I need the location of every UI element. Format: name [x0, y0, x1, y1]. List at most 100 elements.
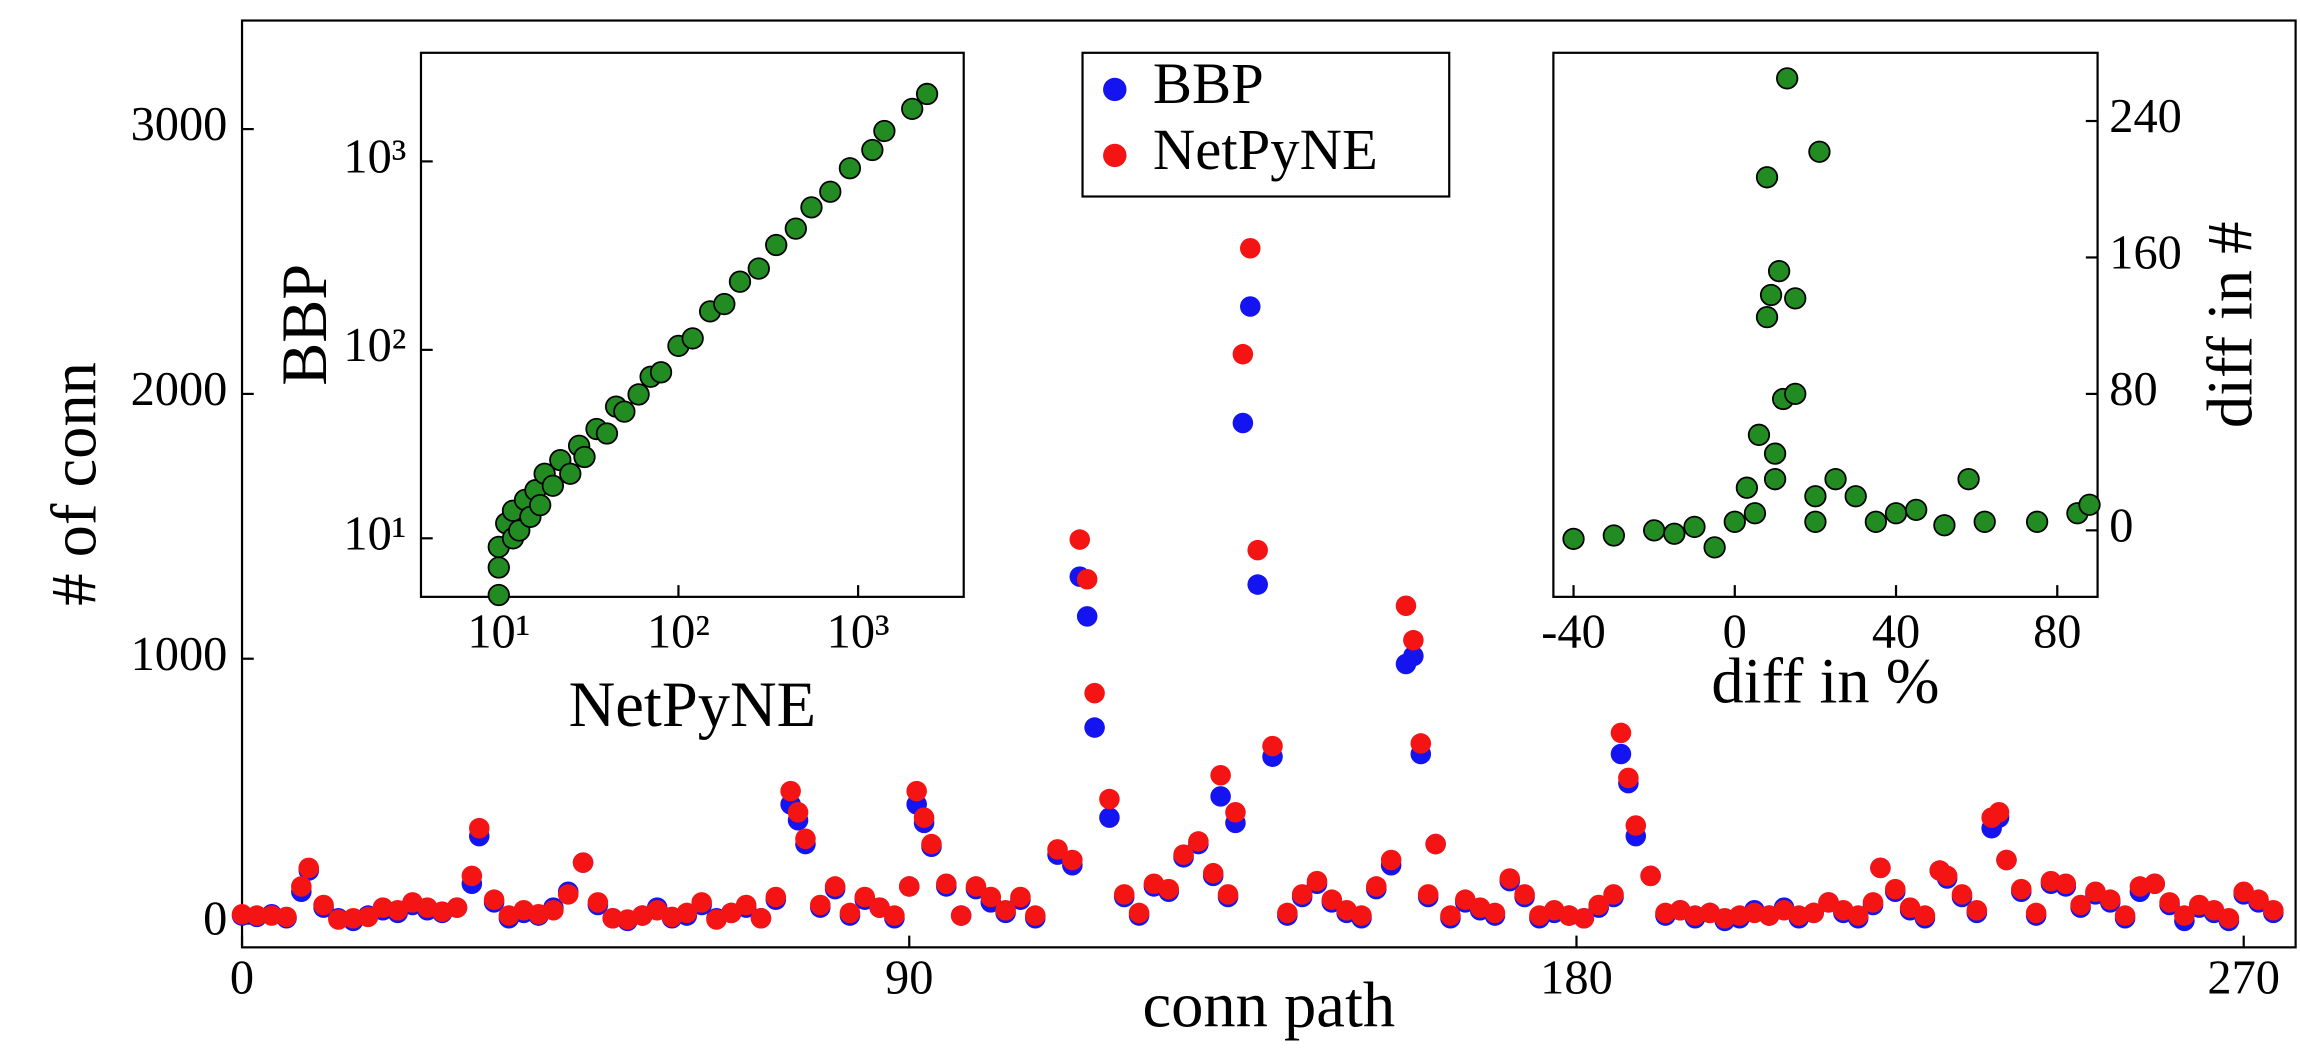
data-point — [1767, 259, 1791, 283]
data-point — [1158, 878, 1179, 900]
data-point — [884, 905, 905, 926]
data-point — [1306, 870, 1328, 892]
data-point — [1743, 502, 1767, 525]
x-axis-label: conn path — [1142, 969, 1395, 1041]
data-point — [1588, 894, 1609, 916]
data-point — [915, 82, 939, 106]
data-point — [2011, 878, 2032, 900]
data-point — [649, 361, 673, 384]
data-point — [681, 327, 704, 350]
y-tick-label: 1000 — [131, 628, 228, 681]
data-point — [728, 270, 752, 293]
data-point — [1403, 645, 1424, 667]
data-point — [231, 903, 253, 925]
data-point — [750, 907, 772, 929]
data-point — [2144, 873, 2166, 895]
data-point — [838, 157, 862, 180]
data-point — [613, 400, 636, 423]
data-point — [1884, 878, 1906, 900]
data-point — [1514, 884, 1535, 905]
data-point — [1403, 629, 1424, 651]
data-point — [1351, 905, 1372, 926]
data-point — [2025, 510, 2049, 533]
data-point — [2114, 905, 2136, 926]
data-point — [800, 196, 823, 219]
data-point — [276, 906, 297, 928]
data-point — [1232, 343, 1254, 365]
data-point — [1173, 844, 1194, 865]
data-point — [1573, 907, 1595, 929]
data-point — [298, 857, 320, 879]
x-tick-label: 10¹ — [467, 606, 530, 659]
data-point — [1202, 862, 1224, 884]
y-tick-label: 10³ — [343, 131, 406, 184]
data-point — [1905, 498, 1928, 522]
data-point — [1076, 606, 1098, 627]
data-point — [1683, 515, 1706, 539]
data-point — [559, 462, 582, 485]
data-point — [461, 865, 483, 887]
data-point — [572, 852, 594, 873]
data-point — [1640, 865, 1661, 887]
data-point — [980, 886, 1002, 908]
data-point — [965, 876, 987, 897]
data-point — [1188, 831, 1209, 852]
data-point — [2174, 905, 2195, 926]
data-point — [1410, 733, 1432, 754]
legend-label: NetPyNE — [1153, 117, 1378, 182]
y-axis-label: # of conn — [37, 362, 109, 606]
data-point — [839, 902, 861, 924]
data-point — [2159, 892, 2180, 913]
data-point — [602, 907, 623, 929]
data-point — [1844, 485, 1867, 508]
data-point — [357, 906, 379, 928]
data-point — [1062, 849, 1083, 871]
data-point — [468, 817, 490, 839]
x-tick-label: 10² — [647, 606, 710, 659]
data-point — [1618, 767, 1639, 789]
legend-marker — [1103, 77, 1127, 102]
y-tick-label: 10¹ — [343, 507, 406, 560]
data-point — [1966, 900, 1988, 921]
y-tick-label: 3000 — [131, 98, 228, 151]
data-point — [1784, 287, 1807, 310]
y-tick-label: 0 — [2109, 499, 2133, 552]
data-point — [901, 97, 924, 121]
data-point — [1870, 857, 1891, 879]
data-point — [1010, 886, 1031, 908]
data-point — [595, 422, 619, 445]
data-point — [328, 909, 349, 930]
data-point — [1973, 510, 1996, 533]
y-tick-label: 10² — [343, 319, 406, 372]
data-point — [1484, 902, 1506, 924]
data-point — [1808, 140, 1831, 163]
legend-marker — [1103, 143, 1127, 168]
data-point — [446, 897, 468, 918]
data-point — [795, 828, 816, 850]
data-point — [1417, 884, 1439, 905]
x-tick-label: 0 — [1723, 606, 1747, 659]
data-point — [2025, 902, 2047, 924]
data-point — [1240, 296, 1261, 317]
data-point — [1625, 815, 1647, 836]
data-point — [627, 383, 650, 406]
data-point — [1380, 849, 1402, 871]
data-point — [1210, 786, 1231, 807]
data-point — [1755, 306, 1779, 329]
data-point — [1804, 510, 1827, 533]
data-point — [1996, 849, 2017, 871]
x-tick-label: 90 — [885, 952, 933, 1005]
data-point — [529, 493, 552, 517]
data-point — [1366, 876, 1387, 897]
data-point — [1076, 569, 1098, 590]
data-point — [1084, 682, 1105, 704]
data-point — [787, 802, 809, 823]
data-point — [1321, 889, 1343, 910]
y-tick-label: 2000 — [131, 363, 228, 416]
data-point — [1069, 529, 1091, 550]
data-point — [557, 884, 579, 905]
data-point — [713, 292, 736, 316]
data-point — [1735, 476, 1759, 499]
data-point — [1723, 510, 1746, 533]
data-point — [1277, 902, 1298, 924]
